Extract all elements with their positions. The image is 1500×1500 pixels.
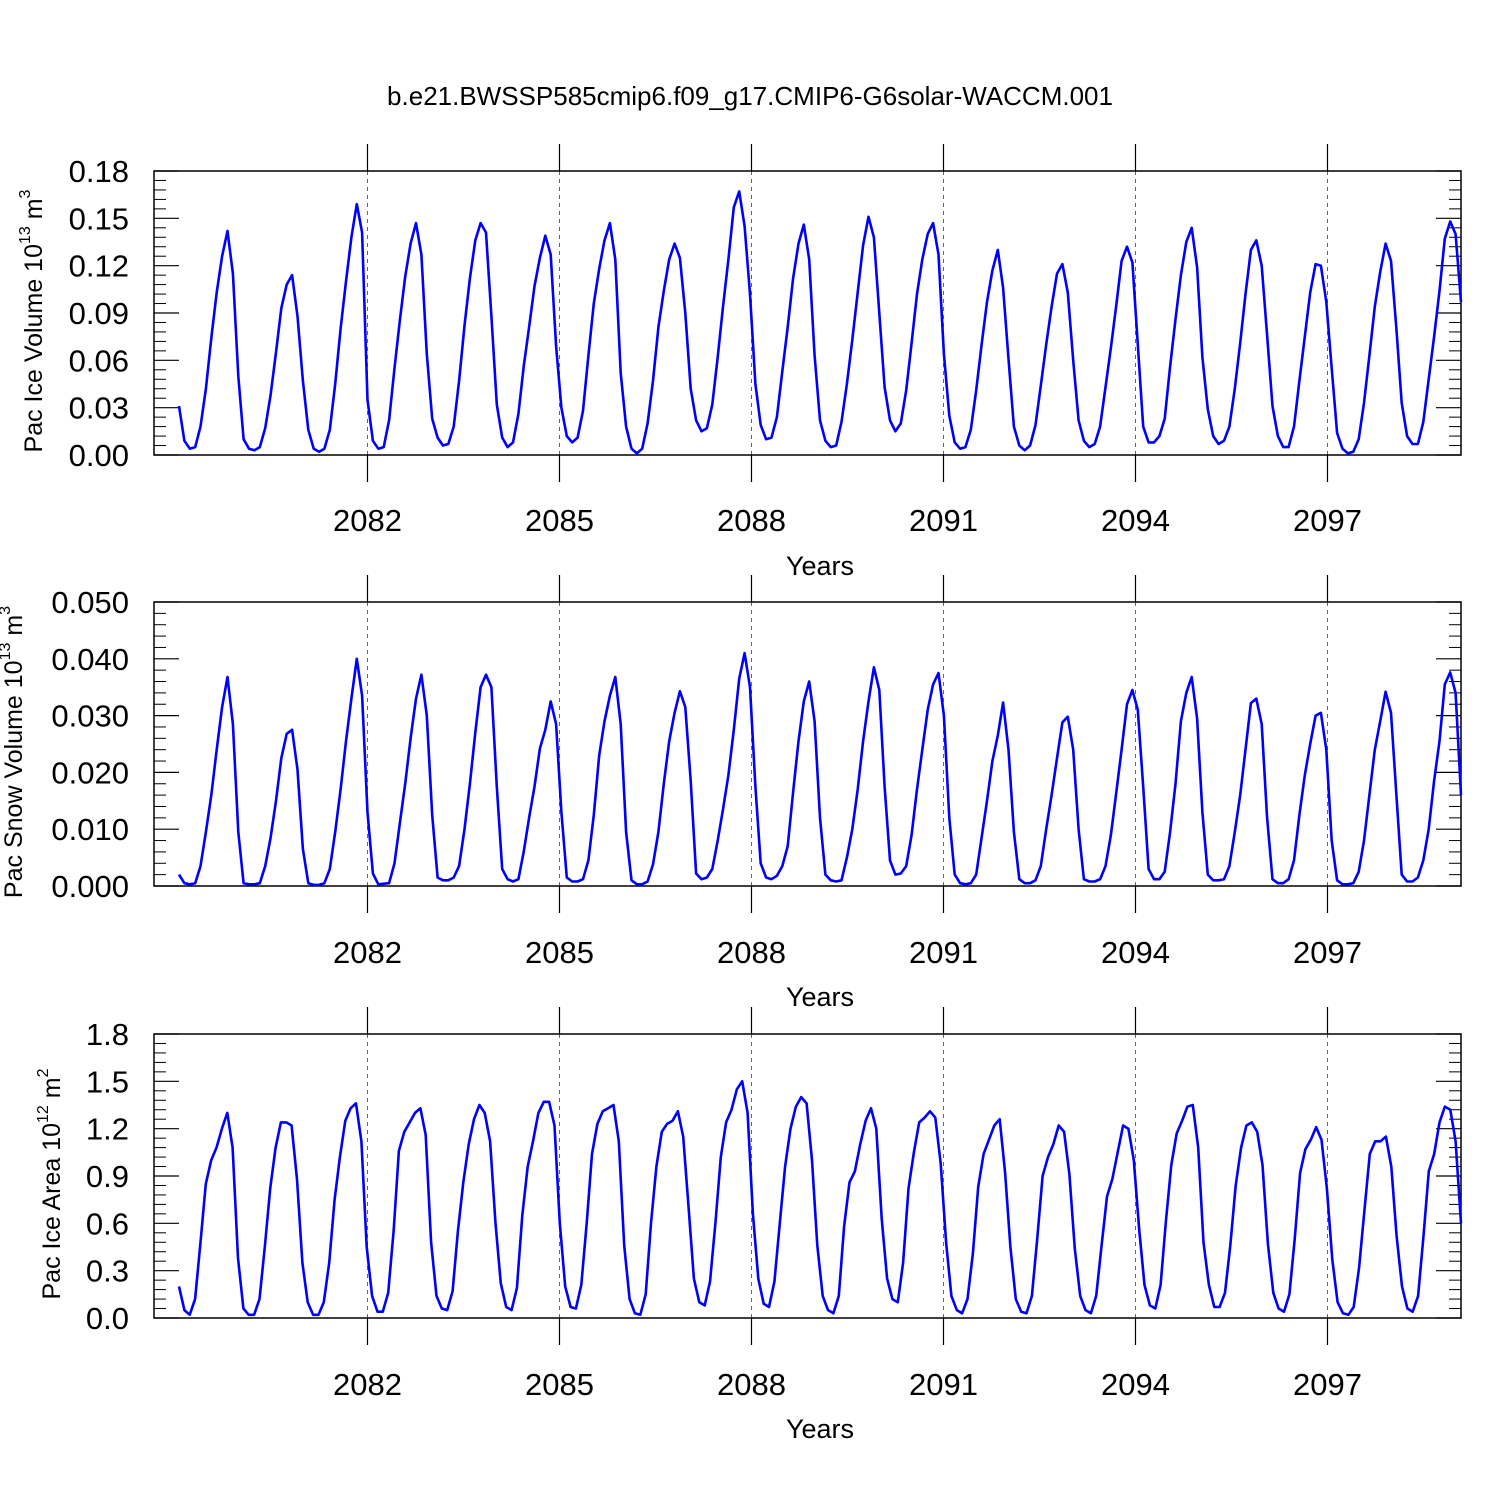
y-axis-label-exponent: 13	[17, 226, 34, 244]
y-tick-label: 0.3	[86, 1254, 129, 1289]
x-tick-label: 2088	[717, 503, 786, 538]
y-tick-label: 0.010	[51, 812, 129, 847]
series-line	[177, 1080, 1463, 1317]
y-tick-label: 0.12	[69, 249, 129, 284]
y-tick-label: 0.00	[69, 438, 129, 473]
y-axis-label-unit-exponent: 3	[17, 189, 34, 198]
x-axis-label: Years	[786, 551, 854, 581]
y-axis-label-unit: m	[20, 198, 48, 226]
y-tick-label: 0.050	[51, 585, 129, 620]
x-tick-label: 2085	[525, 1367, 594, 1402]
x-tick-label: 2082	[333, 503, 402, 538]
y-axis-label: Pac Ice Area 1012 m2	[35, 1068, 66, 1299]
y-tick-label: 0.06	[69, 343, 129, 378]
x-tick-label: 2088	[717, 1367, 786, 1402]
x-tick-label: 2094	[1101, 935, 1170, 970]
x-tick-label: 2085	[525, 935, 594, 970]
chart-panel-1: 0.00 0.03 0.06 0.09 0.12 0.15 0.18 2082 2085 2088…	[17, 144, 1463, 581]
chart-title: b.e21.BWSSP585cmip6.f09_g17.CMIP6-G6sola…	[387, 81, 1113, 111]
y-tick-label: 0.000	[51, 869, 129, 904]
chart-panel-2: 0.000 0.010 0.020 0.030 0.040 0.050 2082 2085 20…	[0, 575, 1463, 1012]
y-axis-label-text: Pac Ice Area 10	[38, 1123, 66, 1300]
plot-frame	[153, 1033, 1462, 1319]
x-tick-label: 2088	[717, 935, 786, 970]
y-tick-label: 0.09	[69, 296, 129, 331]
x-tick-label: 2091	[909, 503, 978, 538]
y-tick-label: 0.030	[51, 699, 129, 734]
y-axis-label: Pac Ice Volume 1013 m3	[17, 189, 48, 452]
x-tick-label: 2082	[333, 935, 402, 970]
y-axis-label-unit: m	[0, 615, 28, 643]
y-axis-label: Pac Snow Volume 1013 m3	[0, 606, 28, 898]
y-tick-label: 0.020	[51, 755, 129, 790]
x-tick-label: 2094	[1101, 503, 1170, 538]
x-tick-label: 2091	[909, 935, 978, 970]
x-axis-label: Years	[786, 1414, 854, 1444]
y-tick-label: 1.2	[86, 1112, 129, 1147]
x-tick-label: 2097	[1293, 1367, 1362, 1402]
x-axis-label: Years	[786, 982, 854, 1012]
y-tick-label: 1.8	[86, 1017, 129, 1052]
series-line	[177, 651, 1463, 887]
y-axis-label-unit-exponent: 2	[35, 1068, 52, 1077]
y-tick-label: 0.0	[86, 1301, 129, 1336]
y-axis-label-unit-exponent: 3	[0, 606, 14, 615]
y-tick-label: 0.040	[51, 642, 129, 677]
x-tick-label: 2082	[333, 1367, 402, 1402]
y-axis-label-unit: m	[38, 1077, 66, 1105]
plot-frame	[153, 601, 1462, 887]
y-tick-label: 0.15	[69, 201, 129, 236]
x-tick-label: 2097	[1293, 503, 1362, 538]
series-line	[177, 190, 1463, 455]
y-tick-label: 1.5	[86, 1064, 129, 1099]
x-tick-label: 2091	[909, 1367, 978, 1402]
x-tick-label: 2097	[1293, 935, 1362, 970]
y-tick-label: 0.18	[69, 154, 129, 189]
y-axis-label-text: Pac Snow Volume 10	[0, 660, 28, 898]
y-axis-label-exponent: 12	[35, 1105, 52, 1123]
x-tick-label: 2094	[1101, 1367, 1170, 1402]
chart-panel-3: 0.0 0.3 0.6 0.9 1.2 1.5 1.8 2082 2085 2088 2091 209…	[35, 1007, 1463, 1444]
y-axis-label-text: Pac Ice Volume 10	[20, 244, 48, 452]
y-tick-label: 0.03	[69, 391, 129, 426]
x-tick-label: 2085	[525, 503, 594, 538]
y-tick-label: 0.9	[86, 1159, 129, 1194]
y-tick-label: 0.6	[86, 1206, 129, 1241]
y-axis-label-exponent: 13	[0, 643, 14, 661]
